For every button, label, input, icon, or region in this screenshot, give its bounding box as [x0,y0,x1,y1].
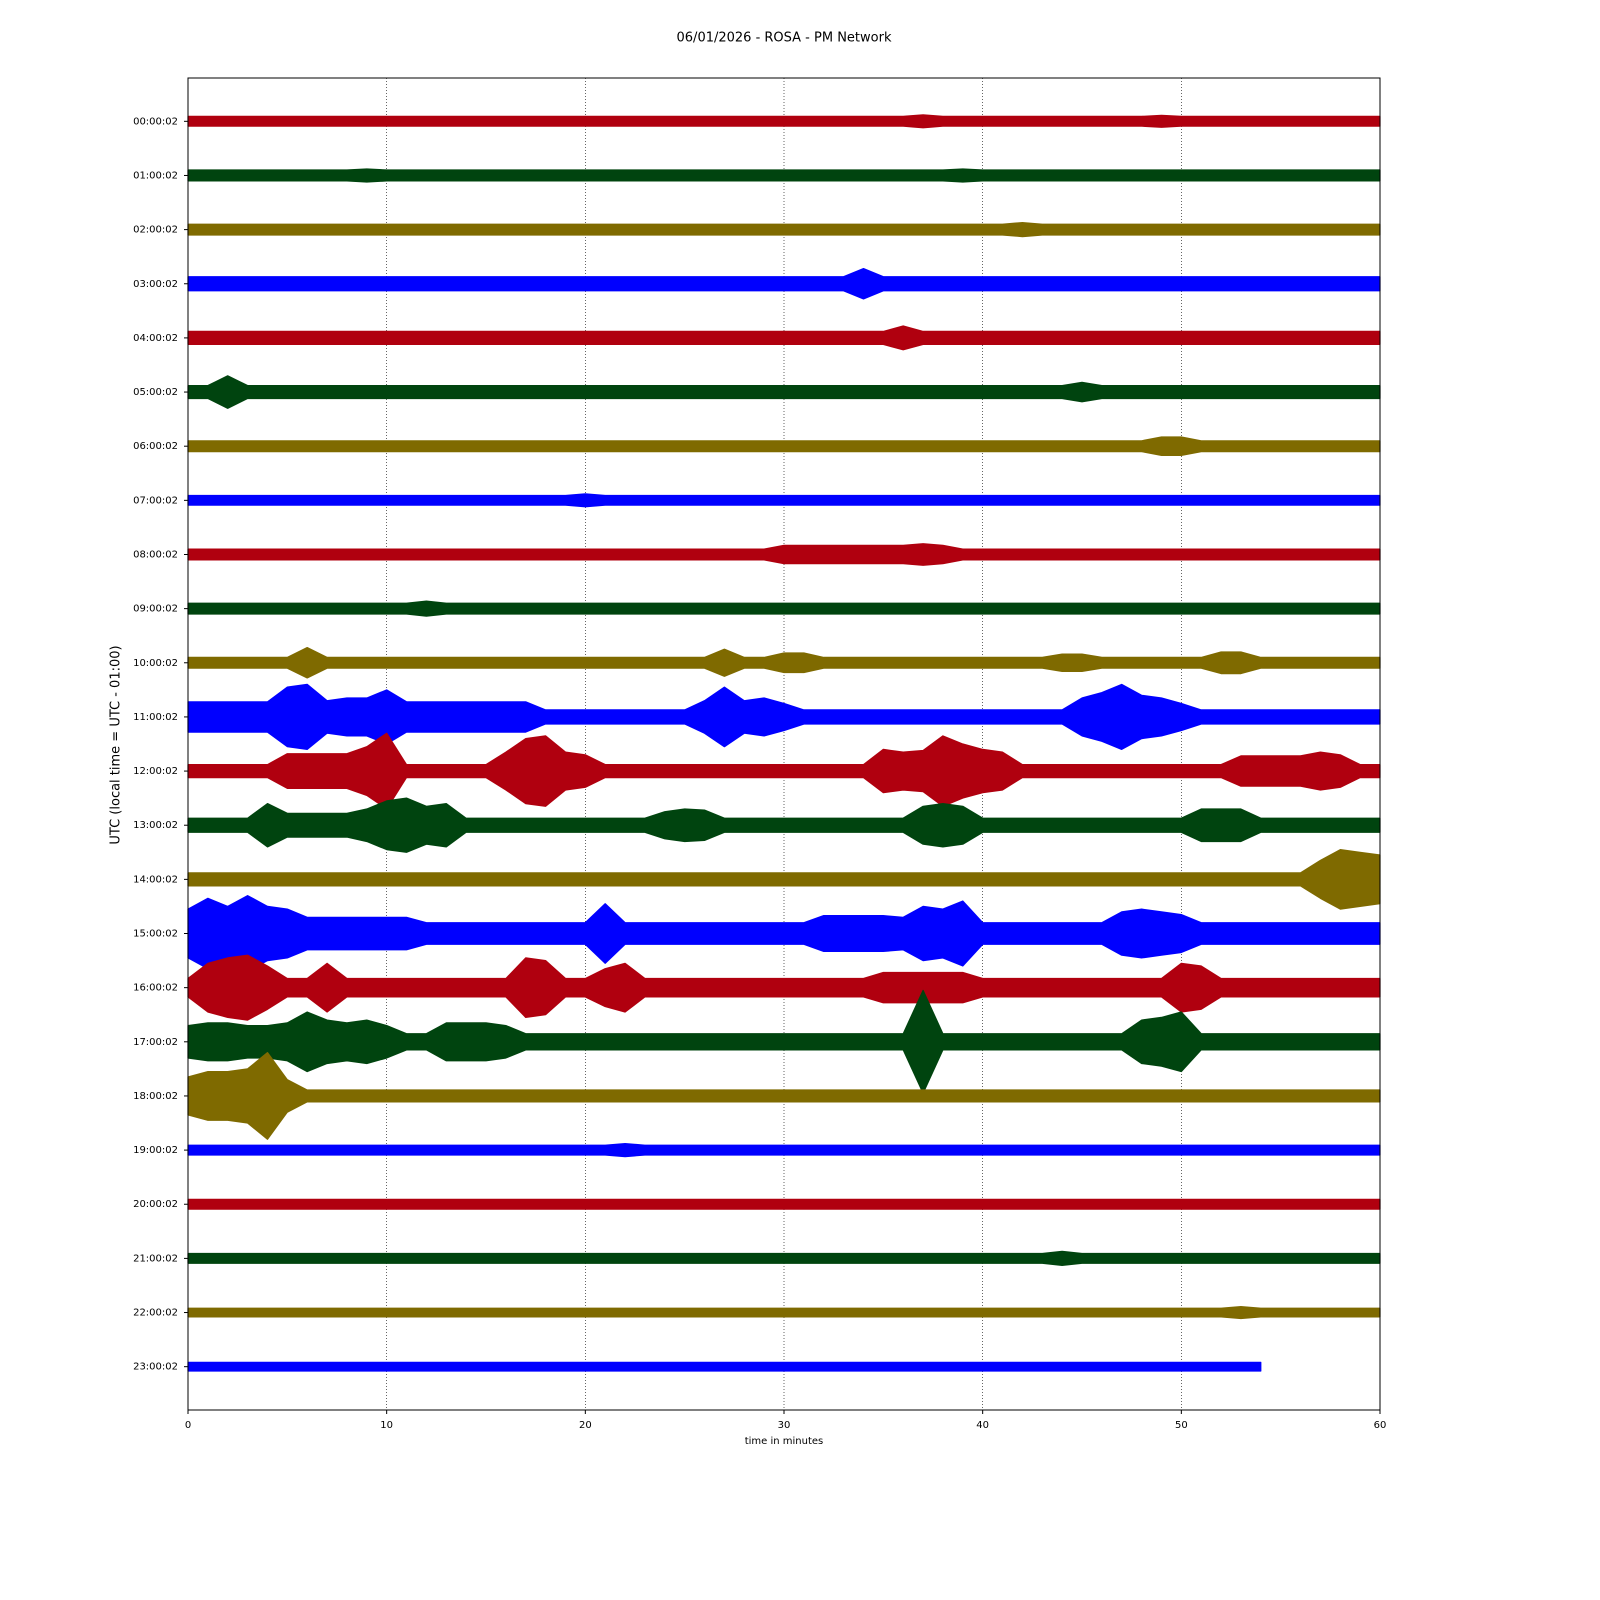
chart-title: 06/01/2026 - ROSA - PM Network [677,31,892,46]
y-tick-label: 11:00:02 [133,712,178,723]
trace [187,1305,1381,1320]
y-tick-label: 04:00:02 [133,333,178,344]
y-axis-label: UTC (local time = UTC - 01:00) [109,645,124,844]
y-tick-label: 03:00:02 [133,279,178,290]
y-tick-label: 19:00:02 [133,1145,178,1156]
plot-frame [187,77,1381,1411]
trace [187,493,1381,508]
trace [187,1361,1262,1372]
y-tick-label: 02:00:02 [133,225,178,236]
y-tick-label: 21:00:02 [133,1253,178,1264]
y-tick-label: 01:00:02 [133,170,178,181]
y-tick-label: 06:00:02 [133,441,178,452]
y-tick-label: 22:00:02 [133,1308,178,1319]
y-tick-label: 23:00:02 [133,1362,178,1373]
x-tick-label: 20 [579,1420,592,1431]
x-tick-label: 10 [380,1420,393,1431]
trace [187,1250,1381,1267]
y-tick-label: 17:00:02 [133,1037,178,1048]
y-tick-label: 15:00:02 [133,929,178,940]
y-tick-label: 00:00:02 [133,116,178,127]
trace [187,168,1381,183]
x-tick-label: 30 [778,1420,791,1431]
x-tick-label: 0 [185,1420,191,1431]
y-tick-label: 20:00:02 [133,1199,178,1210]
y-tick-label: 05:00:02 [133,387,178,398]
y-tick-label: 09:00:02 [133,604,178,615]
y-tick-label: 07:00:02 [133,495,178,506]
y-tick-label: 18:00:02 [133,1091,178,1102]
y-tick-label: 16:00:02 [133,983,178,994]
y-tick-label: 12:00:02 [133,766,178,777]
trace [187,222,1381,238]
trace [187,114,1381,129]
y-tick-label: 14:00:02 [133,874,178,885]
y-tick-label: 13:00:02 [133,820,178,831]
y-tick-label: 10:00:02 [133,658,178,669]
x-tick-label: 40 [976,1420,989,1431]
x-tick-label: 50 [1175,1420,1188,1431]
trace [187,1198,1381,1210]
x-axis-label: time in minutes [745,1436,824,1447]
y-tick-label: 08:00:02 [133,549,178,560]
x-tick-label: 60 [1374,1420,1387,1431]
trace [187,1142,1381,1158]
trace [187,600,1381,617]
